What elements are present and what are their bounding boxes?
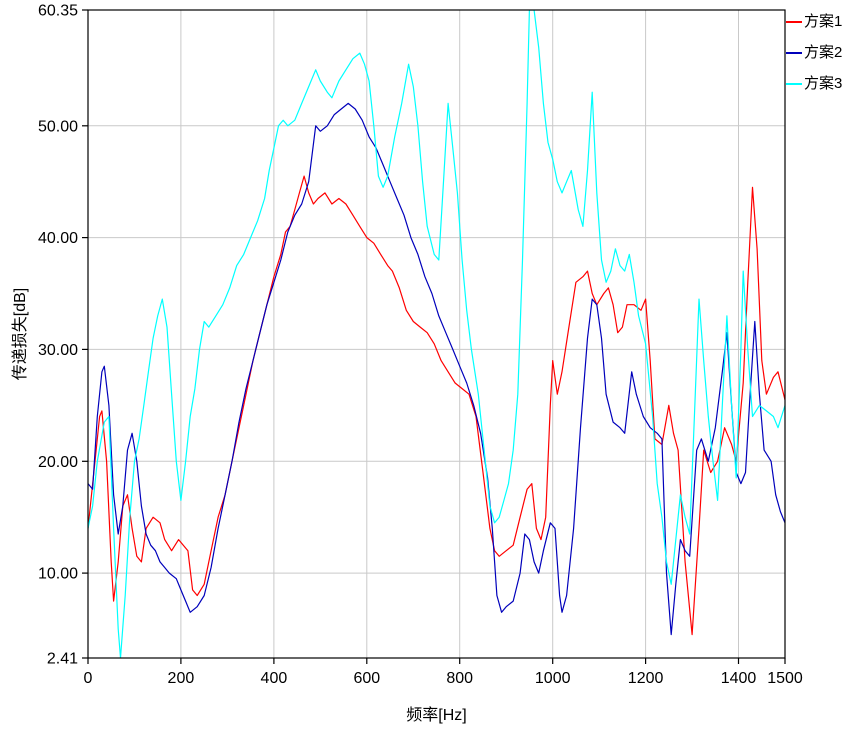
- svg-text:1500: 1500: [767, 670, 803, 687]
- legend-item-1: 方案1: [786, 14, 842, 30]
- legend-line-sample-3: [786, 83, 802, 85]
- svg-text:1200: 1200: [628, 670, 664, 687]
- legend-item-2: 方案2: [786, 45, 842, 61]
- svg-text:1000: 1000: [535, 670, 571, 687]
- svg-text:10.00: 10.00: [38, 566, 78, 583]
- legend-label-1: 方案1: [804, 13, 843, 30]
- svg-text:30.00: 30.00: [38, 342, 78, 359]
- svg-text:50.00: 50.00: [38, 118, 78, 135]
- svg-text:0: 0: [84, 670, 93, 687]
- legend-line-sample-2: [786, 52, 802, 54]
- svg-text:20.00: 20.00: [38, 454, 78, 471]
- legend: 方案1 方案2 方案3: [786, 14, 842, 107]
- svg-text:200: 200: [168, 670, 195, 687]
- svg-text:400: 400: [261, 670, 288, 687]
- legend-item-3: 方案3: [786, 76, 842, 92]
- svg-text:40.00: 40.00: [38, 230, 78, 247]
- legend-line-sample-1: [786, 21, 802, 23]
- legend-label-3: 方案3: [804, 75, 843, 92]
- legend-label-2: 方案2: [804, 44, 843, 61]
- svg-text:800: 800: [446, 670, 473, 687]
- svg-text:2.41: 2.41: [47, 651, 78, 668]
- svg-text:60.35: 60.35: [38, 3, 78, 20]
- y-axis-title: 传递损失[dB]: [12, 287, 29, 381]
- x-axis-title: 频率[Hz]: [406, 707, 467, 724]
- svg-text:600: 600: [353, 670, 380, 687]
- svg-text:1400: 1400: [721, 670, 757, 687]
